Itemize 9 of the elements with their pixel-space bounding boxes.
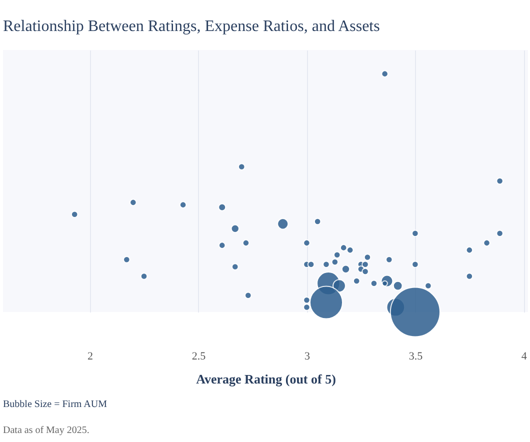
x-tick-label: 3 [304,350,310,362]
x-tick-label: 4 [521,350,528,362]
x-tick-label: 2.5 [192,350,206,362]
x-tick-label: 3.5 [408,350,424,362]
chart-title: Relationship Between Ratings, Expense Ratios, and Assets [3,18,380,35]
x-tick-label: 2 [88,350,94,362]
x-axis-title: Average Rating (out of 5) [196,372,336,386]
text: Bubble Size = Firm AUM [3,399,108,410]
text: Data as of May 2025. [3,425,90,436]
